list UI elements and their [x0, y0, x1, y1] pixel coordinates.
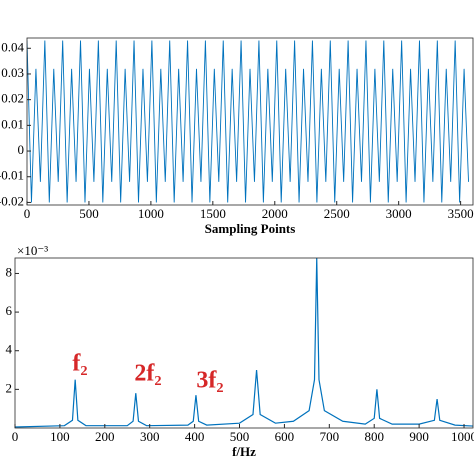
- x-tick-label: 500: [79, 206, 99, 221]
- y-tick-label: 0.03: [1, 65, 24, 80]
- plot-area: [27, 40, 469, 203]
- x-tick-label: 2500: [324, 206, 350, 221]
- x-tick-label: 700: [320, 429, 340, 444]
- x-tick-label: 3000: [386, 206, 412, 221]
- x-tick-label: 500: [230, 429, 250, 444]
- x-axis-label: Sampling Points: [205, 221, 296, 236]
- x-tick-label: 900: [409, 429, 429, 444]
- x-tick-label: 600: [275, 429, 295, 444]
- plot-area: [15, 258, 473, 428]
- x-tick-label: 1500: [200, 206, 226, 221]
- x-axis-label: f/Hz: [232, 444, 256, 459]
- x-tick-label: 0: [24, 206, 31, 221]
- x-tick-label: 800: [364, 429, 384, 444]
- data-line: [27, 40, 469, 203]
- annotation: 2f₂: [134, 361, 161, 387]
- annotation: 3f₂: [196, 368, 223, 394]
- x-tick-label: 300: [140, 429, 160, 444]
- y-tick-label: 0.02: [1, 91, 24, 106]
- x-tick-label: 1000: [138, 206, 164, 221]
- y-tick-label: 4: [6, 342, 13, 357]
- y-tick-label: 0: [18, 142, 25, 157]
- x-tick-label: 3500: [448, 206, 474, 221]
- y-tick-label: -0.01: [0, 168, 24, 183]
- y-tick-label: -0.02: [0, 193, 24, 208]
- y-tick-label: 8: [6, 264, 13, 279]
- x-tick-label: 200: [95, 429, 115, 444]
- y-tick-label: 2: [6, 380, 13, 395]
- axes-frame: [14, 257, 474, 429]
- x-tick-label: 0: [12, 429, 19, 444]
- y-tick-label: 6: [6, 303, 13, 318]
- annotation: f₂: [72, 351, 87, 377]
- x-tick-label: 2000: [262, 206, 288, 221]
- y-tick-label: 0.01: [1, 116, 24, 131]
- axes-frame: [26, 37, 474, 206]
- y-multiplier: ×10⁻³: [17, 243, 48, 258]
- x-tick-label: 100: [50, 429, 70, 444]
- x-tick-label: 1000: [451, 429, 474, 444]
- y-tick-label: 0.04: [1, 39, 24, 54]
- x-tick-label: 400: [185, 429, 205, 444]
- data-line: [15, 258, 473, 428]
